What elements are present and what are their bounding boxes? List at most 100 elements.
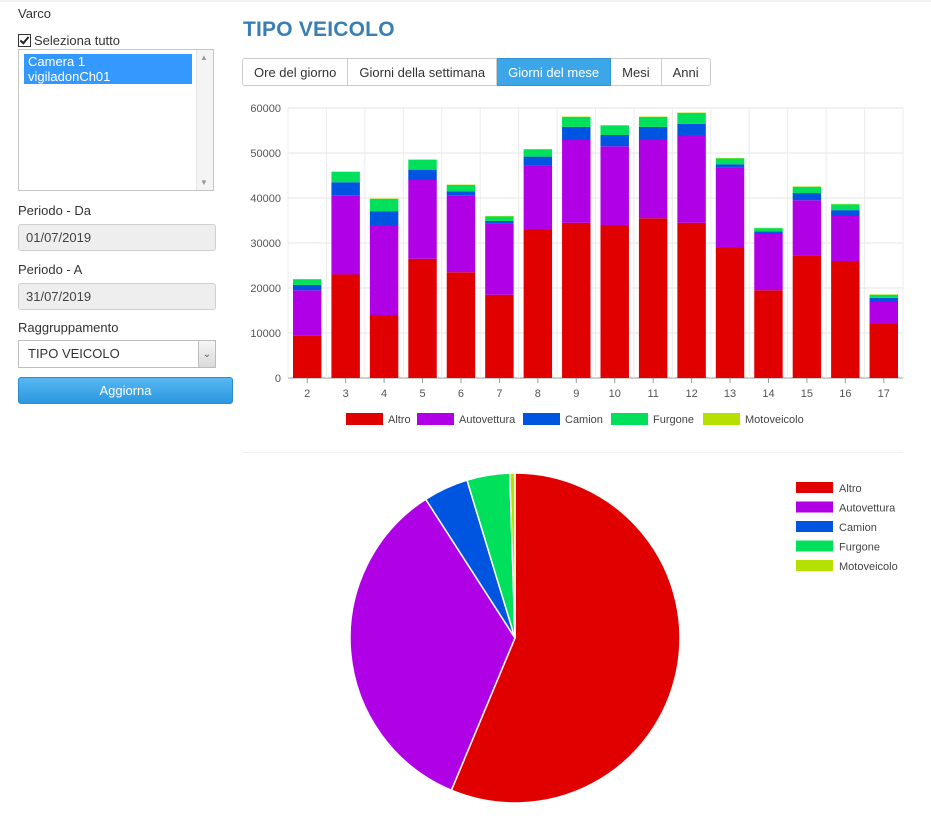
grouping-select[interactable]: TIPO VEICOLO ⌄ <box>18 340 216 368</box>
bar-camion <box>369 211 399 225</box>
bar-camion <box>446 191 476 196</box>
bar-autovettura <box>754 234 783 291</box>
camera-listbox[interactable]: Camera 1 vigiladonCh01 ▲ ▼ <box>18 49 214 191</box>
tab-years[interactable]: Anni <box>661 58 711 86</box>
bar-altro <box>600 225 629 378</box>
bar-furgone <box>754 228 783 232</box>
bar-furgone <box>446 184 476 192</box>
legend-label: Altro <box>839 483 862 495</box>
stacked-bar-chart: 0 10000 20000 30000 40000 50000 60000 2 3 4 5 6 7 8 9 1… <box>250 103 904 426</box>
select-all-row[interactable]: Seleziona tutto <box>18 33 120 48</box>
legend-swatch <box>796 540 833 552</box>
grouping-select-value[interactable]: TIPO VEICOLO <box>28 346 120 361</box>
bar-autovettura <box>369 225 399 315</box>
tab-days-of-week[interactable]: Giorni della settimana <box>348 58 498 86</box>
bar-furgone <box>408 159 437 170</box>
legend-swatch <box>523 413 560 425</box>
select-all-checkbox[interactable] <box>18 34 31 47</box>
bar-camion <box>792 193 822 201</box>
bar-furgone <box>792 186 822 194</box>
bar-autovettura <box>408 180 437 259</box>
bar-camion <box>677 123 706 135</box>
bar-autovettura <box>600 146 629 225</box>
pie-slice-motoveicolo <box>509 472 516 639</box>
bar-altro <box>523 229 553 378</box>
bar-camion <box>715 164 745 168</box>
bar-camion <box>638 126 668 140</box>
bar-camion <box>600 135 629 147</box>
x-tick-label: 14 <box>762 388 774 400</box>
legend-label: Motoveicolo <box>745 414 804 426</box>
bar-altro <box>715 247 745 378</box>
bar-camion <box>754 231 783 234</box>
bar-furgone <box>523 149 553 157</box>
camera-item[interactable]: vigiladonCh01 <box>24 69 192 84</box>
x-tick-label: 12 <box>685 388 697 400</box>
scroll-down-icon[interactable]: ▼ <box>200 178 208 187</box>
x-tick-label: 6 <box>458 388 464 400</box>
bar-camion <box>523 156 553 166</box>
legend-swatch <box>703 413 740 425</box>
bar-furgone <box>485 216 514 221</box>
legend-label: Autovettura <box>839 503 896 515</box>
top-border <box>0 0 931 2</box>
bar-furgone <box>677 112 706 124</box>
bar-furgone <box>831 204 860 211</box>
listbox-scrollbar[interactable]: ▲ ▼ <box>196 50 213 190</box>
varco-label: Varco <box>18 6 51 21</box>
bar-altro <box>292 335 322 378</box>
period-to-label: Periodo - A <box>18 262 83 277</box>
y-tick-label: 60000 <box>250 103 281 115</box>
legend-label: Autovettura <box>459 414 516 426</box>
bar-autovettura <box>715 167 745 248</box>
x-tick-label: 10 <box>609 388 621 400</box>
camera-item[interactable]: Camera 1 <box>24 54 192 69</box>
bar-camion <box>831 210 860 216</box>
tab-days-of-month[interactable]: Giorni del mese <box>497 58 612 86</box>
bar-altro <box>831 261 860 378</box>
scroll-up-icon[interactable]: ▲ <box>200 53 208 62</box>
bar-autovettura <box>523 165 553 230</box>
bar-furgone <box>600 125 629 135</box>
x-tick-label: 15 <box>801 388 813 400</box>
legend-label: Camion <box>565 414 603 426</box>
bar-autovettura <box>792 200 822 256</box>
divider <box>243 452 903 453</box>
legend-swatch <box>796 501 833 513</box>
x-tick-label: 13 <box>724 388 736 400</box>
bar-altro <box>446 272 476 378</box>
legend-swatch <box>611 413 648 425</box>
pie-slice-altro <box>450 472 681 804</box>
bar-altro <box>485 294 514 378</box>
period-to-field[interactable]: 31/07/2019 <box>18 283 216 310</box>
y-tick-label: 10000 <box>250 328 281 340</box>
bar-altro <box>638 218 668 378</box>
tab-months[interactable]: Mesi <box>611 58 662 86</box>
tab-hours-of-day[interactable]: Ore del giorno <box>242 58 349 86</box>
x-tick-label: 5 <box>419 388 425 400</box>
x-tick-label: 11 <box>647 388 658 400</box>
page-title: TIPO VEICOLO <box>243 18 395 41</box>
bar-furgone <box>369 198 399 212</box>
legend-label: Altro <box>388 414 411 426</box>
bar-autovettura <box>331 195 360 275</box>
x-tick-label: 9 <box>573 388 579 400</box>
chevron-down-icon[interactable]: ⌄ <box>198 341 215 367</box>
update-button[interactable]: Aggiorna <box>18 377 233 404</box>
y-tick-label: 0 <box>275 373 281 385</box>
grouping-label: Raggruppamento <box>18 320 119 335</box>
bar-furgone <box>869 294 899 298</box>
bar-camion <box>331 182 360 196</box>
bar-furgone <box>292 279 322 285</box>
select-all-label[interactable]: Seleziona tutto <box>34 33 121 48</box>
legend-label: Motoveicolo <box>839 561 898 573</box>
bar-autovettura <box>485 223 514 295</box>
x-tick-label: 17 <box>878 388 890 400</box>
bar-autovettura <box>831 216 860 261</box>
bar-autovettura <box>638 139 668 219</box>
y-tick-label: 50000 <box>250 148 281 160</box>
bar-furgone <box>331 171 360 183</box>
bar-camion <box>485 220 514 224</box>
legend-label: Camion <box>839 522 877 534</box>
period-from-field[interactable]: 01/07/2019 <box>18 224 216 251</box>
